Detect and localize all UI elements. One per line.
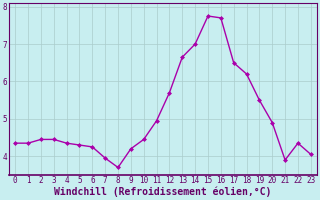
X-axis label: Windchill (Refroidissement éolien,°C): Windchill (Refroidissement éolien,°C) <box>54 187 272 197</box>
